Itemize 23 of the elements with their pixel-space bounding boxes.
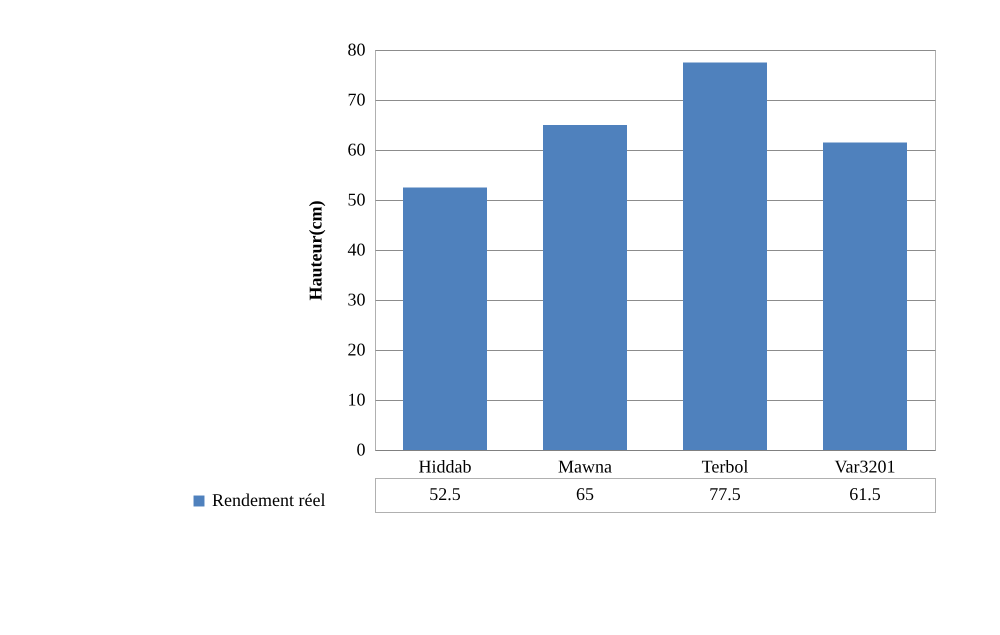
- x-tick-label: Mawna: [558, 456, 612, 476]
- data-label: 65: [576, 484, 594, 504]
- bar: [683, 62, 767, 450]
- y-tick-label: 80: [348, 40, 366, 60]
- x-tick-label: Var3201: [834, 456, 896, 476]
- bar: [823, 142, 907, 450]
- y-tick-label: 10: [348, 390, 366, 410]
- y-tick-label: 0: [356, 440, 366, 460]
- x-tick-label: Terbol: [702, 456, 748, 476]
- x-tick-label: Hiddab: [418, 456, 472, 476]
- y-tick-label: 30: [348, 290, 366, 310]
- y-tick-label: 20: [348, 340, 366, 360]
- legend-label: Rendement réel: [212, 490, 326, 510]
- y-tick-label: 60: [348, 140, 366, 160]
- y-tick-label: 40: [348, 240, 366, 260]
- data-label: 77.5: [709, 484, 741, 504]
- y-axis-title: Hauteur(cm): [306, 200, 326, 300]
- y-tick-label: 50: [348, 190, 366, 210]
- data-label: 52.5: [429, 484, 461, 504]
- bar: [543, 125, 627, 450]
- data-label: 61.5: [849, 484, 881, 504]
- bar: [403, 188, 487, 450]
- y-tick-label: 70: [348, 90, 366, 110]
